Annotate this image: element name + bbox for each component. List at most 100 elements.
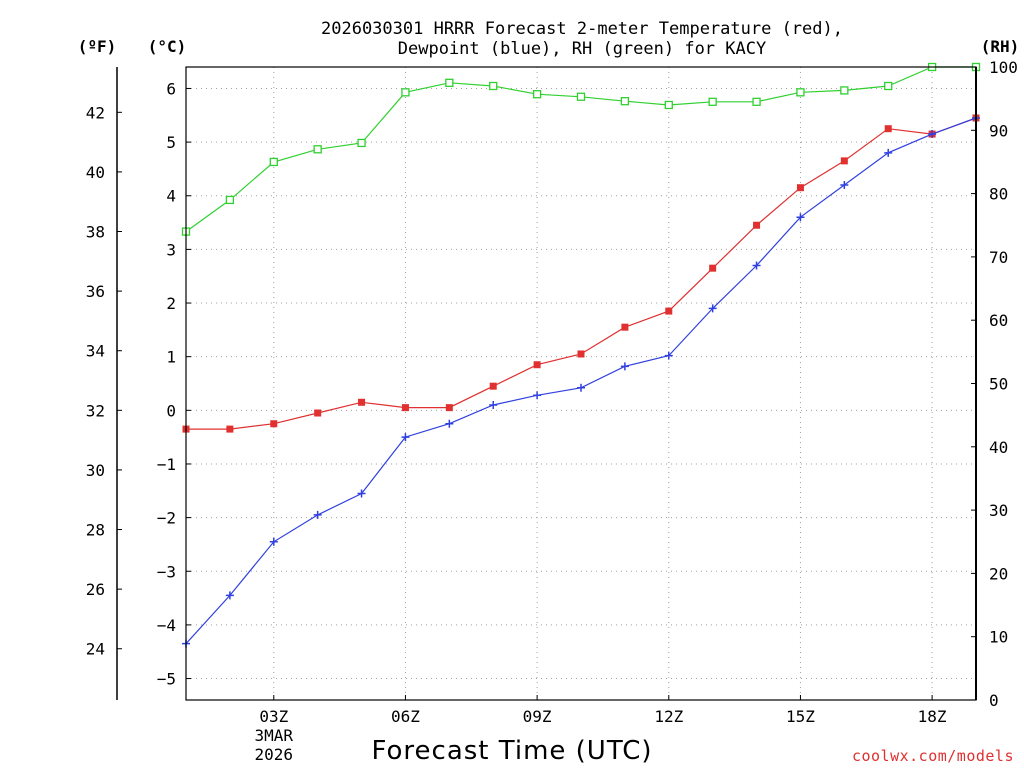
fahrenheit-unit-label: (ºF) — [78, 37, 117, 56]
fahrenheit-tick-label: 40 — [86, 163, 105, 182]
dewpoint-point — [489, 400, 498, 409]
x-tick-label: 12Z — [654, 707, 683, 726]
celsius-tick-label: 2 — [166, 294, 176, 313]
dewpoint-point — [225, 591, 234, 600]
rh-unit-label: (RH) — [981, 37, 1020, 56]
rh-tick-label: 50 — [989, 375, 1008, 394]
temperature-point — [884, 125, 892, 133]
x-tick-label: 09Z — [523, 707, 552, 726]
fahrenheit-tick-label: 32 — [86, 401, 105, 420]
rh-point — [489, 81, 498, 91]
rh-point — [313, 145, 322, 154]
rh-point — [620, 97, 630, 106]
temperature-point — [796, 184, 804, 192]
temperature-point — [753, 221, 761, 229]
axes: −5−4−3−2−1012345601020304050607080901002… — [86, 58, 1018, 764]
fahrenheit-tick-label: 36 — [86, 282, 105, 301]
rh-tick-label: 40 — [989, 438, 1008, 457]
rh-point — [796, 88, 805, 97]
fahrenheit-tick-label: 30 — [86, 461, 105, 480]
celsius-tick-label: −4 — [157, 616, 176, 635]
temperature-point — [445, 404, 453, 412]
rh-point — [664, 100, 673, 110]
fahrenheit-tick-label: 38 — [86, 223, 105, 242]
temperature-point — [358, 398, 366, 406]
temperature-point — [401, 404, 409, 412]
celsius-tick-label: 5 — [166, 133, 176, 152]
celsius-tick-label: −5 — [157, 670, 176, 689]
rh-point — [752, 97, 761, 106]
dewpoint-point — [269, 537, 278, 546]
rh-tick-label: 90 — [989, 121, 1008, 140]
x-tick-label: 06Z — [391, 707, 420, 726]
rh-point — [269, 157, 278, 167]
rh-tick-label: 30 — [989, 501, 1008, 520]
dewpoint-point — [752, 261, 761, 270]
celsius-tick-label: 0 — [166, 401, 176, 420]
rh-tick-label: 80 — [989, 185, 1008, 204]
temperature-point — [314, 409, 322, 417]
x-tick-label: 15Z — [786, 707, 815, 726]
celsius-tick-label: 6 — [166, 79, 176, 98]
temperature-point — [270, 420, 278, 428]
celsius-tick-label: −2 — [157, 509, 176, 528]
temperature-point — [709, 264, 717, 272]
temperature-point — [489, 382, 497, 390]
dewpoint-point — [664, 351, 673, 360]
x-axis-title: Forecast Time (UTC) — [371, 736, 652, 766]
dewpoint-point — [796, 213, 805, 222]
celsius-tick-label: −1 — [157, 455, 176, 474]
celsius-tick-label: −3 — [157, 562, 176, 581]
rh-tick-label: 100 — [989, 58, 1018, 77]
dewpoint-point — [313, 510, 322, 519]
rh-point — [445, 78, 454, 87]
chart-subtitle: Dewpoint (blue), RH (green) for KACY — [398, 39, 766, 59]
temperature-point — [665, 307, 673, 315]
dewpoint-point — [445, 419, 454, 428]
celsius-tick-label: 4 — [166, 187, 176, 206]
celsius-tick-label: 1 — [166, 348, 176, 367]
rh-point — [532, 90, 542, 99]
celsius-tick-label: 3 — [166, 240, 176, 259]
rh-tick-label: 10 — [989, 628, 1008, 647]
chart-title: 2026030301 HRRR Forecast 2-meter Tempera… — [321, 19, 843, 39]
x-tick-year-label: 2026 — [255, 745, 294, 764]
temperature-point — [533, 361, 541, 369]
celsius-unit-label: (°C) — [148, 37, 187, 56]
rh-tick-label: 70 — [989, 248, 1008, 267]
dewpoint-point — [884, 148, 893, 157]
fahrenheit-tick-label: 24 — [86, 640, 105, 659]
temperature-point — [226, 425, 234, 433]
dewpoint-point — [533, 391, 542, 400]
dewpoint-point — [620, 362, 629, 371]
dewpoint-point — [401, 433, 410, 442]
rh-point — [576, 92, 586, 101]
rh-tick-label: 60 — [989, 311, 1008, 330]
credit-text[interactable]: coolwx.com/models — [852, 747, 1014, 765]
rh-point — [884, 81, 893, 91]
dewpoint-point — [357, 489, 366, 498]
fahrenheit-tick-label: 42 — [86, 103, 105, 122]
dewpoint-point — [840, 181, 849, 190]
fahrenheit-tick-label: 28 — [86, 521, 105, 540]
temperature-point — [840, 157, 848, 165]
rh-point — [401, 88, 410, 97]
fahrenheit-tick-label: 26 — [86, 580, 105, 599]
rh-point — [225, 195, 235, 205]
rh-point — [357, 138, 366, 148]
x-tick-date-label: 3MAR — [255, 726, 294, 745]
dewpoint-point — [577, 383, 585, 392]
dewpoint-point — [708, 304, 717, 313]
fahrenheit-tick-label: 34 — [86, 342, 105, 361]
dewpoint-point — [928, 130, 937, 139]
temperature-point — [577, 350, 585, 358]
x-tick-label: 03Z — [259, 707, 288, 726]
rh-point — [708, 97, 717, 106]
temperature-point — [621, 323, 629, 331]
rh-tick-label: 0 — [989, 691, 999, 710]
x-tick-label: 18Z — [918, 707, 947, 726]
rh-point — [840, 86, 849, 95]
rh-tick-label: 20 — [989, 564, 1008, 583]
